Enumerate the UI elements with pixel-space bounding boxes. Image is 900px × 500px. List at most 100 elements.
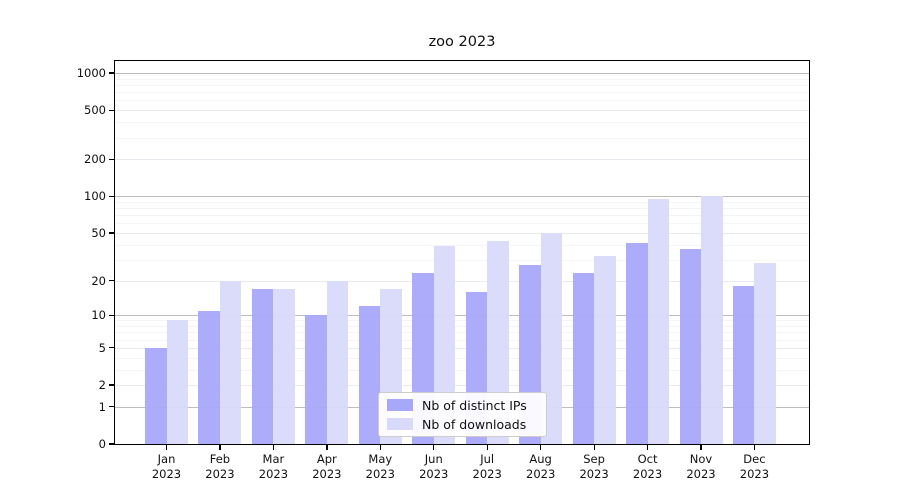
grid-line-minor	[115, 92, 809, 94]
bar-downloads-jan	[166, 320, 188, 444]
grid-line-minor	[115, 332, 809, 334]
x-tick-mark	[753, 445, 756, 450]
x-tick-label-mar: Mar 2023	[258, 452, 289, 481]
bar-downloads-mar	[273, 288, 295, 444]
y-tick-mark	[109, 279, 114, 282]
bar-distinct-ips-oct	[626, 243, 648, 444]
x-tick-label-aug: Aug 2023	[526, 452, 556, 481]
x-tick-label-oct: Oct 2023	[632, 452, 663, 481]
legend-label-distinct-ips: Nb of distinct IPs	[422, 397, 527, 413]
y-tick-mark	[109, 195, 114, 197]
bar-distinct-ips-jan	[145, 347, 167, 444]
y-tick-label: 1	[98, 399, 106, 414]
grid-line-minor	[115, 84, 809, 86]
x-tick-mark	[540, 445, 542, 450]
grid-line-minor	[115, 122, 809, 124]
y-tick-label: 10	[91, 308, 106, 323]
plot-area: Nb of distinct IPs Nb of downloads	[114, 60, 810, 445]
y-tick-mark	[109, 314, 114, 316]
grid-line-major	[115, 72, 809, 74]
y-tick-mark	[109, 406, 114, 408]
y-tick-label: 1000	[76, 65, 106, 80]
y-tick-label: 20	[91, 273, 106, 288]
grid-line-minor	[115, 208, 809, 210]
grid-line-minor	[115, 357, 809, 359]
bar-distinct-ips-feb	[198, 310, 220, 444]
legend-swatch-downloads	[387, 418, 413, 430]
x-tick-label-jun: Jun 2023	[419, 452, 449, 481]
y-tick-label: 0	[98, 437, 106, 451]
x-tick-mark	[326, 445, 328, 450]
chart-title: zoo 2023	[428, 34, 496, 50]
grid-line-minor	[115, 259, 809, 261]
x-tick-mark	[433, 445, 435, 450]
grid-line	[115, 110, 809, 112]
x-tick-mark	[165, 445, 168, 450]
legend-item-downloads: Nb of downloads	[387, 417, 538, 432]
bar-distinct-ips-sep	[572, 273, 595, 444]
x-tick-label-jul: Jul 2023	[472, 452, 502, 481]
bar-downloads-nov	[701, 196, 723, 444]
grid-line-minor	[115, 100, 809, 102]
bar-downloads-sep	[594, 256, 616, 444]
grid-line-minor	[115, 320, 809, 322]
x-tick-label-apr: Apr 2023	[312, 452, 342, 481]
y-tick-label: 100	[84, 189, 106, 204]
grid-line	[115, 280, 809, 282]
y-tick-mark	[109, 347, 114, 349]
bar-distinct-ips-apr	[305, 315, 327, 444]
y-tick-label: 5	[98, 340, 106, 355]
x-tick-label-nov: Nov 2023	[686, 452, 716, 481]
bar-distinct-ips-nov	[679, 248, 701, 444]
bar-downloads-apr	[326, 280, 349, 444]
grid-line-minor	[115, 137, 809, 139]
bar-downloads-feb	[219, 280, 242, 444]
x-tick-mark	[486, 445, 488, 450]
grid-line	[115, 232, 809, 234]
grid-line-minor	[115, 78, 809, 80]
grid-line-minor	[115, 326, 809, 327]
grid-line-major	[115, 196, 809, 198]
y-tick-mark	[109, 158, 114, 160]
legend-item-distinct-ips: Nb of distinct IPs	[387, 398, 538, 413]
x-tick-mark	[272, 445, 275, 450]
x-tick-mark	[593, 445, 595, 450]
legend-label-downloads: Nb of downloads	[422, 416, 527, 432]
y-tick-mark	[109, 232, 114, 234]
legend: Nb of distinct IPs Nb of downloads	[378, 392, 547, 437]
x-tick-label-may: May 2023	[365, 452, 395, 481]
bar-downloads-oct	[647, 199, 670, 444]
grid-line-minor	[115, 369, 809, 371]
x-tick-mark	[646, 445, 649, 450]
x-tick-mark	[219, 445, 221, 450]
grid-line	[115, 347, 809, 349]
grid-line	[115, 159, 809, 161]
y-tick-mark	[109, 443, 114, 445]
grid-line-minor	[115, 201, 809, 203]
y-tick-mark	[109, 109, 114, 111]
x-tick-mark	[379, 445, 381, 450]
grid-line-minor	[115, 223, 809, 225]
x-tick-label-feb: Feb 2023	[205, 452, 235, 481]
x-tick-label-jan: Jan 2023	[151, 452, 182, 481]
grid-line-minor	[115, 339, 809, 341]
bar-distinct-ips-mar	[251, 288, 274, 444]
y-tick-mark	[109, 384, 114, 386]
bar-distinct-ips-dec	[732, 285, 755, 444]
y-tick-label: 2	[98, 378, 106, 392]
y-tick-label: 200	[84, 152, 106, 167]
x-tick-label-sep: Sep 2023	[579, 452, 609, 481]
y-tick-label: 500	[84, 103, 106, 118]
legend-swatch-distinct-ips	[387, 399, 413, 411]
x-tick-mark	[700, 445, 702, 450]
y-tick-mark	[109, 72, 114, 74]
y-tick-label: 50	[91, 225, 106, 240]
bar-distinct-ips-may	[358, 306, 381, 444]
grid-line-major	[115, 315, 809, 317]
bar-downloads-dec	[754, 263, 776, 444]
grid-line-minor	[115, 244, 809, 246]
grid-line	[115, 385, 809, 386]
x-tick-label-dec: Dec 2023	[739, 452, 770, 481]
grid-line-minor	[115, 215, 809, 217]
